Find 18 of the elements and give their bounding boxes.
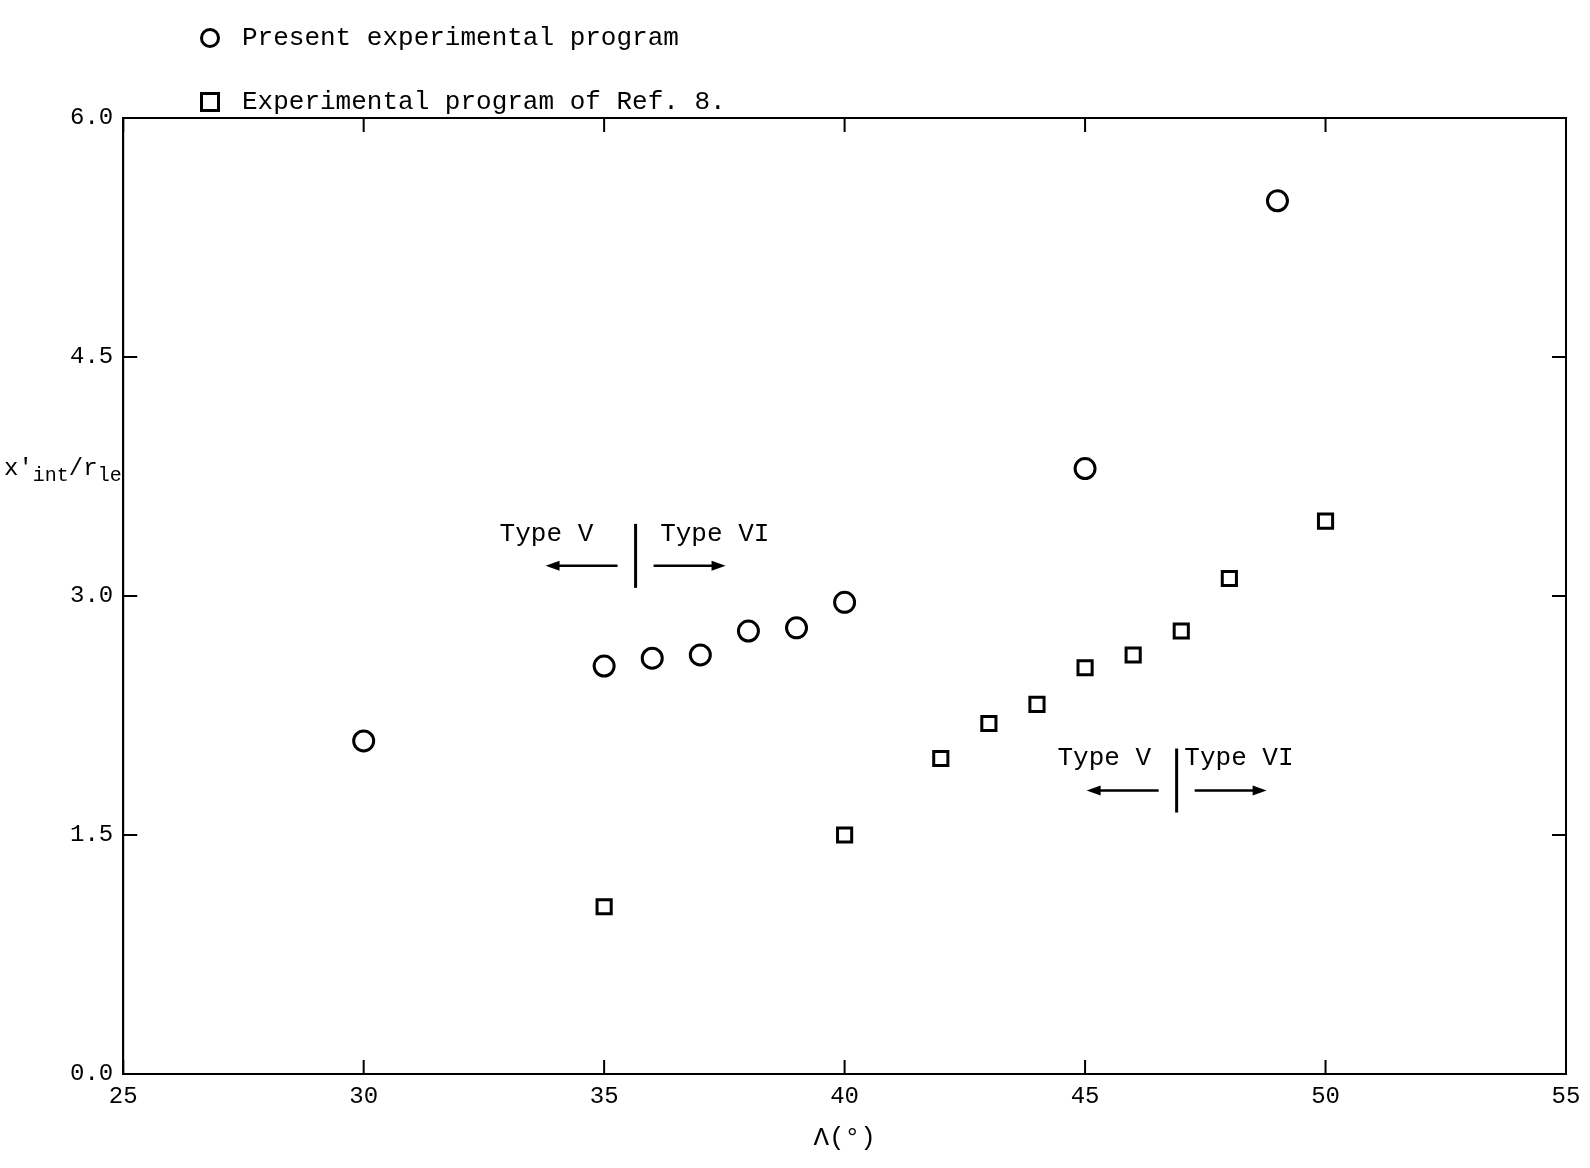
annotation: Type VI xyxy=(660,518,770,549)
legend-label: Experimental program of Ref. 8. xyxy=(242,86,726,119)
y-tick-label: 1.5 xyxy=(69,821,114,849)
x-tick-label: 40 xyxy=(830,1082,860,1110)
x-tick-label: 30 xyxy=(349,1082,379,1110)
annotation: Type V xyxy=(1057,743,1152,774)
y-tick-label: 6.0 xyxy=(69,104,114,132)
x-axis-title: Λ(°) xyxy=(813,1123,876,1154)
y-tick-label: 4.5 xyxy=(69,343,114,371)
x-tick-label: 50 xyxy=(1311,1082,1340,1110)
x-tick-label: 45 xyxy=(1070,1082,1100,1110)
annotation: Type VI xyxy=(1184,743,1294,774)
x-tick-label: 35 xyxy=(589,1082,619,1110)
legend-label: Present experimental program xyxy=(242,22,679,55)
y-axis-title: x'$_{int}$/r$_{le}$ xyxy=(4,455,122,487)
x-tick-label: 55 xyxy=(1551,1082,1581,1110)
annotation: Type V xyxy=(499,518,594,549)
y-tick-label: 3.0 xyxy=(69,582,114,610)
